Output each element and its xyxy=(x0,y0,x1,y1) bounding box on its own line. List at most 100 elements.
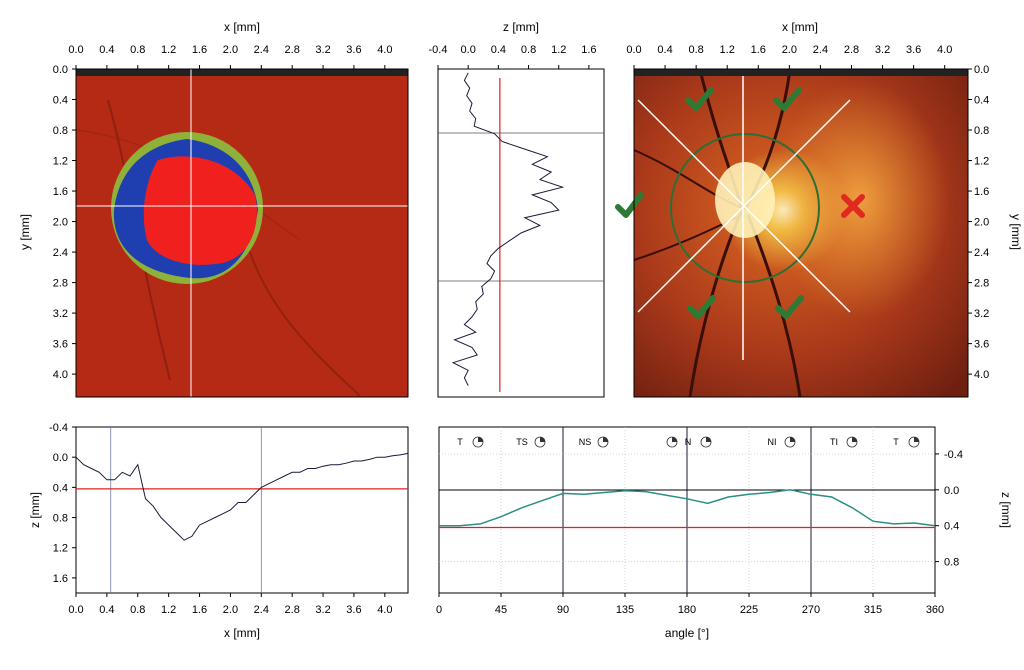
y-tick-label: 1.2 xyxy=(53,543,68,555)
horizontal-profile-x-ticks: 0.0 0.4 0.8 1.2 1.6 2.0 2.4 2.8 3.2 3.6 4.0 xyxy=(68,593,392,616)
fundus-y-ticks: 0.0 0.4 0.8 1.2 1.6 2.0 2.4 2.8 3.2 3.6 4.0 xyxy=(968,64,989,381)
x-tick-label: 1.6 xyxy=(751,44,766,56)
horizontal-profile-x-label: x [mm] xyxy=(224,626,260,640)
sector-wedge-icon xyxy=(852,437,857,442)
y-tick-label: 2.8 xyxy=(53,278,68,290)
disc-map-y-ticks: 0.0 0.4 0.8 1.2 1.6 2.0 2.4 2.8 3.2 3.6 4.0 xyxy=(53,64,76,381)
y-tick-label: 0.8 xyxy=(53,125,68,137)
fundus-top-bar xyxy=(634,69,968,76)
y-tick-label: 0.8 xyxy=(974,125,989,137)
x-tick-label: 0.8 xyxy=(688,44,703,56)
y-tick-label: 2.8 xyxy=(974,278,989,290)
check-icon xyxy=(615,192,644,218)
cross-icon xyxy=(841,194,865,218)
y-tick-label: 0.0 xyxy=(974,64,989,76)
fundus-photo-panel: 0.0 0.4 0.8 1.2 1.6 2.0 2.4 2.8 3.2 3.6 4.0 0.0 0.4… xyxy=(615,20,1023,398)
sector-wedge-icon xyxy=(706,437,711,442)
sector-wedge-icon xyxy=(603,437,608,442)
angular-profile-series-line xyxy=(439,489,936,527)
sector-label: NI xyxy=(768,437,777,447)
horizontal-profile-frame xyxy=(75,426,409,594)
y-tick-label: 2.4 xyxy=(53,247,68,259)
disc-map-top-bar xyxy=(76,69,408,76)
y-tick-label: 1.2 xyxy=(53,156,68,168)
y-tick-label: 1.2 xyxy=(974,156,989,168)
y-tick-label: 0.8 xyxy=(944,557,959,569)
angular-profile-panel: T TS NS N NI TI T 0 45 90 135 180 225 270 315 360 -0.4… xyxy=(436,426,1013,640)
sector-label: TS xyxy=(516,437,528,447)
x-tick-label: 2.8 xyxy=(844,44,859,56)
y-tick-label: 0.4 xyxy=(944,521,959,533)
x-tick-label: 4.0 xyxy=(377,604,392,616)
vertical-profile-series-line xyxy=(451,72,565,386)
x-tick-label: 2.0 xyxy=(782,44,797,56)
sector-wedge-icon xyxy=(478,437,483,442)
horizontal-profile-y-label: z [mm] xyxy=(28,492,42,528)
x-tick-label: 315 xyxy=(864,604,882,616)
y-tick-label: 1.6 xyxy=(974,186,989,198)
x-tick-label: 3.2 xyxy=(875,44,890,56)
x-tick-label: 2.4 xyxy=(813,44,828,56)
fundus-x-label: x [mm] xyxy=(782,20,818,34)
x-tick-label: 3.2 xyxy=(315,604,330,616)
x-tick-label: 1.2 xyxy=(161,44,176,56)
x-tick-label: 0.4 xyxy=(99,44,114,56)
x-tick-label: 45 xyxy=(495,604,507,616)
y-tick-label: 0.0 xyxy=(53,64,68,76)
disc-map-x-ticks: 0.0 0.4 0.8 1.2 1.6 2.0 2.4 2.8 3.2 3.6 4.0 xyxy=(68,44,392,69)
sector-label: N xyxy=(685,437,692,447)
x-tick-label: 1.6 xyxy=(192,44,207,56)
angular-profile-x-label: angle [°] xyxy=(665,626,709,640)
sector-wedge-icon xyxy=(672,437,677,442)
x-tick-label: 1.6 xyxy=(581,44,596,56)
x-tick-label: 0 xyxy=(436,604,442,616)
x-tick-label: 1.2 xyxy=(551,44,566,56)
angular-profile-y-label: z [mm] xyxy=(999,492,1013,528)
y-tick-label: -0.4 xyxy=(944,449,963,461)
y-tick-label: 3.2 xyxy=(53,308,68,320)
check-icon xyxy=(685,87,714,111)
sector-wedge-icon xyxy=(790,437,795,442)
vertical-profile-panel: -0.4 0.0 0.4 0.8 1.2 1.6 z [mm] xyxy=(429,20,605,398)
angular-profile-sector-labels: T TS NS N NI TI T xyxy=(457,436,920,448)
x-tick-label: 0.8 xyxy=(130,604,145,616)
y-tick-label: 1.6 xyxy=(53,186,68,198)
y-tick-label: 0.0 xyxy=(53,452,68,464)
x-tick-label: 4.0 xyxy=(937,44,952,56)
x-tick-label: 0.4 xyxy=(491,44,506,56)
y-tick-label: 3.2 xyxy=(974,308,989,320)
x-tick-label: 4.0 xyxy=(377,44,392,56)
angular-profile-grid xyxy=(439,427,935,593)
fundus-frame xyxy=(633,68,969,398)
disc-map-x-label: x [mm] xyxy=(224,20,260,34)
x-tick-label: 180 xyxy=(678,604,696,616)
x-tick-label: 3.6 xyxy=(906,44,921,56)
x-tick-label: 1.6 xyxy=(192,604,207,616)
x-tick-label: 270 xyxy=(802,604,820,616)
sector-label: TI xyxy=(830,437,838,447)
x-tick-label: 1.2 xyxy=(161,604,176,616)
angular-profile-x-ticks: 0 45 90 135 180 225 270 315 360 xyxy=(436,593,944,616)
x-tick-label: 0.0 xyxy=(68,604,83,616)
disc-map-y-label: y [mm] xyxy=(18,214,32,250)
x-tick-label: 0.0 xyxy=(68,44,83,56)
x-tick-label: 0.0 xyxy=(461,44,476,56)
x-tick-label: 360 xyxy=(926,604,944,616)
horizontal-profile-y-ticks: -0.4 0.0 0.4 0.8 1.2 1.6 xyxy=(49,422,76,585)
y-tick-label: 2.0 xyxy=(53,217,68,229)
disc-cup-region xyxy=(143,156,257,265)
x-tick-label: 2.8 xyxy=(285,44,300,56)
horizontal-profile-series-line xyxy=(75,452,409,541)
x-tick-label: -0.4 xyxy=(429,44,448,56)
y-tick-label: 2.0 xyxy=(974,217,989,229)
y-tick-label: 0.4 xyxy=(53,95,68,107)
vertical-profile-x-ticks: -0.4 0.0 0.4 0.8 1.2 1.6 xyxy=(429,44,597,69)
sector-wedge-icon xyxy=(914,437,919,442)
disc-map-frame xyxy=(75,68,409,398)
x-tick-label: 225 xyxy=(740,604,758,616)
x-tick-label: 2.4 xyxy=(254,44,269,56)
y-tick-label: 4.0 xyxy=(974,369,989,381)
y-tick-label: -0.4 xyxy=(49,422,68,434)
sector-line-diagonal-2 xyxy=(637,99,851,313)
